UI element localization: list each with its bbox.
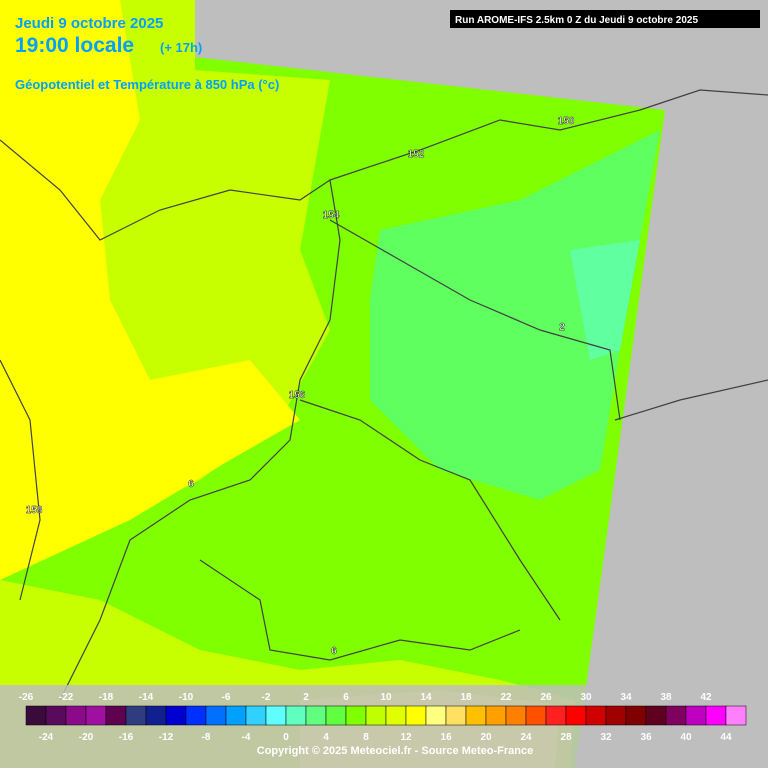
color-swatch [145,705,167,726]
color-swatch [645,705,667,726]
legend-label-top: -18 [99,692,114,703]
date: Jeudi 9 octobre 2025 [15,15,163,32]
contour-label: 154 [323,210,340,221]
legend-label-bottom: 12 [400,732,412,743]
color-swatch [85,705,107,726]
color-swatch [585,705,607,726]
legend-label-top: 10 [380,692,392,703]
color-swatch [705,705,727,726]
color-swatch [65,705,87,726]
contour-label: 2 [559,322,565,333]
color-swatch [685,705,707,726]
color-swatch [125,705,147,726]
run-box [450,10,760,28]
legend-label-bottom: 16 [440,732,452,743]
legend-label-bottom: -4 [242,732,251,743]
borders [0,89,768,701]
color-swatch [605,705,627,726]
legend-label-bottom: -8 [202,732,211,743]
zone-yellow [0,0,300,580]
legend-label-top: 6 [343,692,349,703]
legend-label-bottom: -12 [159,732,174,743]
copyright: Copyright © 2025 Meteociel.fr - Source M… [257,745,533,757]
contour-label: 150 [558,116,575,127]
color-swatch [725,705,747,726]
color-swatch [565,705,587,726]
legend-label-top: 22 [500,692,512,703]
color-swatch [45,705,67,726]
legend-band [0,685,768,768]
contour-label: 158 [26,505,43,516]
color-swatch [185,705,207,726]
legend-label-top: 30 [580,692,592,703]
legend-label-top: 42 [700,692,712,703]
legend-label-bottom: 24 [520,732,532,743]
color-swatch [365,705,387,726]
color-swatch [225,705,247,726]
color-swatch [165,705,187,726]
legend-label-bottom: 44 [720,732,732,743]
color-swatch [385,705,407,726]
zone-cooler [570,240,640,360]
color-swatch [625,705,647,726]
contour-label: 156 [289,390,306,401]
color-swatch [265,705,287,726]
legend-label-bottom: 4 [323,732,329,743]
color-swatch [245,705,267,726]
color-swatch [325,705,347,726]
legend-label-bottom: 28 [560,732,572,743]
color-swatch [205,705,227,726]
legend-label-top: -6 [222,692,231,703]
legend-label-top: 18 [460,692,472,703]
contour-label: 152 [408,149,425,160]
color-swatch [545,705,567,726]
legend-label-top: -10 [179,692,194,703]
color-swatch [505,705,527,726]
color-swatch [525,705,547,726]
legend-label-bottom: -24 [39,732,54,743]
legend-label-top: -22 [59,692,74,703]
color-swatch [305,705,327,726]
legend-label-top: -26 [19,692,34,703]
contour-label: 6 [188,479,194,490]
color-swatch [405,705,427,726]
legend-label-bottom: 20 [480,732,492,743]
color-swatch [105,705,127,726]
legend-label-bottom: -16 [119,732,134,743]
color-swatch [345,705,367,726]
legend-label-bottom: 32 [600,732,612,743]
color-swatch [285,705,307,726]
color-swatch [485,705,507,726]
contour-label: 6 [331,646,337,657]
legend-label-bottom: 40 [680,732,692,743]
legend-label-bottom: 0 [283,732,289,743]
color-swatch [445,705,467,726]
color-swatch [25,705,47,726]
legend-label-bottom: 36 [640,732,652,743]
color-swatch [665,705,687,726]
zone-cool [370,130,660,500]
legend-label-top: 26 [540,692,552,703]
run-label: Run AROME-IFS 2.5km 0 Z du Jeudi 9 octob… [455,15,698,26]
legend-label-top: -2 [262,692,271,703]
legend-label-top: 38 [660,692,672,703]
color-swatch [465,705,487,726]
field: Géopotentiel et Température à 850 hPa (°… [15,77,279,92]
legend-label-top: 34 [620,692,632,703]
color-swatch [425,705,447,726]
legend-label-top: 14 [420,692,432,703]
lead: (+ 17h) [160,40,202,55]
legend-label-top: -14 [139,692,154,703]
legend-label-bottom: 8 [363,732,369,743]
time: 19:00 locale [15,34,134,57]
legend-label-top: 2 [303,692,309,703]
legend-label-bottom: -20 [79,732,94,743]
